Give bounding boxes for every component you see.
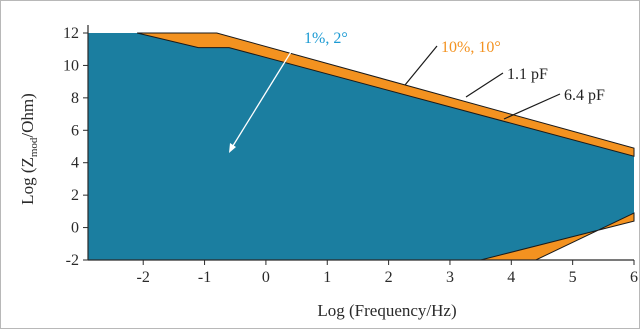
plot-area xyxy=(88,32,635,261)
x-tick-label: 2 xyxy=(385,269,393,286)
y-axis-title: Log (Zmod/Ohm) xyxy=(18,93,40,205)
x-tick-label: 4 xyxy=(507,269,515,286)
x-tick-label: 0 xyxy=(262,269,270,286)
y-tick-label: 8 xyxy=(71,90,79,107)
region-1pct-2deg xyxy=(88,33,634,260)
pointer-1pct-2deg-head xyxy=(229,143,236,153)
pointer-6-4pf xyxy=(503,93,561,120)
x-tick-label: -2 xyxy=(137,269,150,286)
x-tick-label: -1 xyxy=(198,269,211,286)
y-tick-label: 4 xyxy=(71,155,79,172)
pointer-1pct-2deg xyxy=(230,38,300,150)
x-tick-label: 1 xyxy=(323,269,331,286)
y-axis-title-end: /Ohm) xyxy=(18,93,37,137)
y-tick-label: -2 xyxy=(66,252,79,269)
x-tick-label: 6 xyxy=(630,269,638,286)
x-axis-title: Log (Frequency/Hz) xyxy=(317,301,456,320)
annotation-6-4pf: 6.4 pF xyxy=(564,87,605,104)
annotation-1-1pf: 1.1 pF xyxy=(507,66,548,83)
pointer-10pct-10deg xyxy=(404,45,438,86)
annotation-1pct-2deg: 1%, 2° xyxy=(304,30,348,47)
region-10pct-10deg-upper xyxy=(136,32,635,157)
y-tick-label: 10 xyxy=(63,57,79,74)
y-axis-title-main: Log (Z xyxy=(18,157,37,205)
annotation-10pct-10deg: 10%, 10° xyxy=(441,39,501,56)
y-tick-label: 2 xyxy=(71,187,79,204)
annotations: 1%, 2° 10%, 10° 1.1 pF 6.4 pF xyxy=(229,30,605,153)
y-axis-title-sub: mod xyxy=(28,137,40,157)
y-tick-label: 0 xyxy=(71,220,79,237)
pointer-1-1pf xyxy=(465,72,504,98)
x-tick-label: 3 xyxy=(446,269,454,286)
x-tick-label: 5 xyxy=(569,269,577,286)
y-tick-label: 6 xyxy=(71,122,79,139)
y-tick-label: 12 xyxy=(63,25,79,42)
